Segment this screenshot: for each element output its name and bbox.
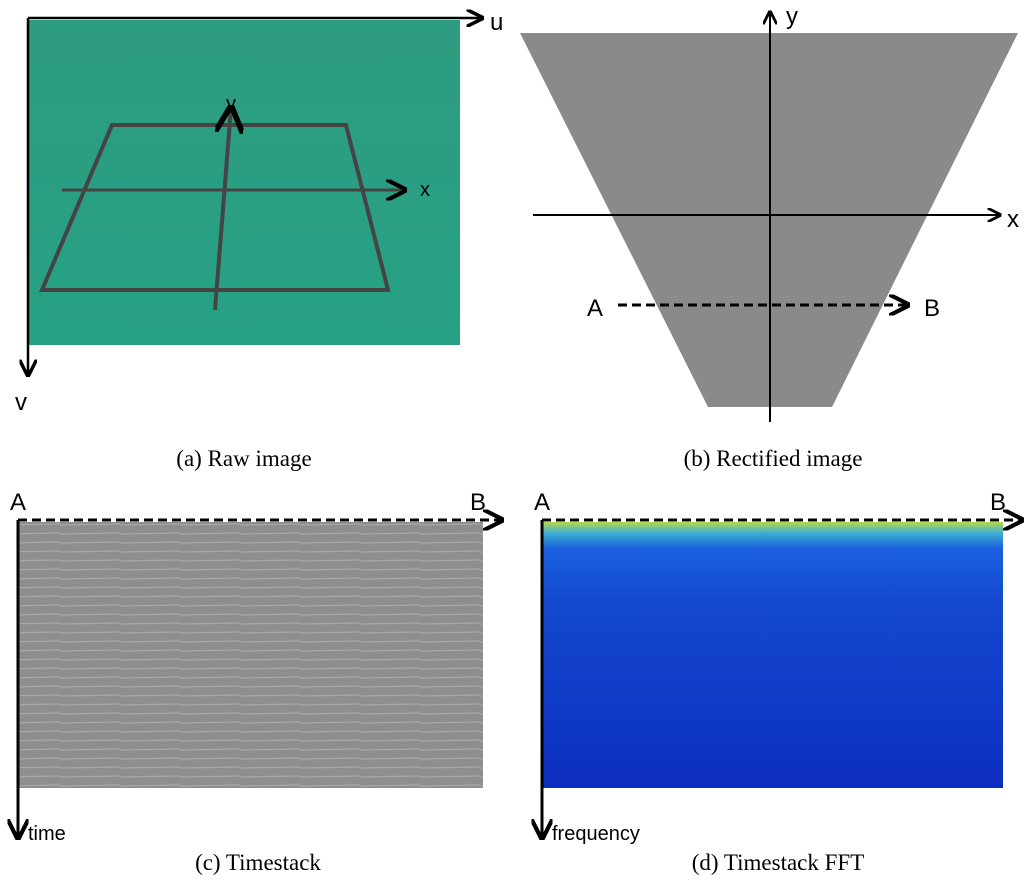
- axis-label: y: [786, 3, 798, 30]
- panel-a: x y u v (a) Raw image: [15, 9, 503, 471]
- axis-label: x: [1007, 206, 1019, 233]
- point-label: B: [470, 489, 486, 516]
- point-label: A: [534, 489, 550, 516]
- axis-label: x: [420, 179, 430, 201]
- caption: (c) Timestack: [195, 850, 321, 875]
- panel-d: A B frequency (d) Timestack FFT: [534, 489, 1022, 875]
- panel-b: y x A B (b) Rectified image: [520, 3, 1019, 471]
- axis-label: time: [28, 823, 66, 845]
- point-label: A: [587, 295, 603, 322]
- caption: (d) Timestack FFT: [692, 850, 865, 875]
- fft-image: [542, 522, 1003, 788]
- point-label: B: [924, 295, 940, 322]
- caption: (b) Rectified image: [684, 446, 863, 471]
- caption: (a) Raw image: [176, 446, 311, 471]
- point-label: A: [10, 489, 26, 516]
- panel-c: A B time (c) Timestack: [10, 489, 502, 875]
- point-label: B: [990, 489, 1006, 516]
- axis-label: y: [226, 93, 236, 115]
- timestack-image: [18, 522, 483, 788]
- raw-image: [28, 20, 460, 345]
- grid-quad: [38, 123, 391, 292]
- axis-label: u: [490, 9, 503, 36]
- y-axis: [213, 108, 231, 311]
- axis-label: frequency: [552, 823, 640, 845]
- axis-label: v: [15, 389, 27, 416]
